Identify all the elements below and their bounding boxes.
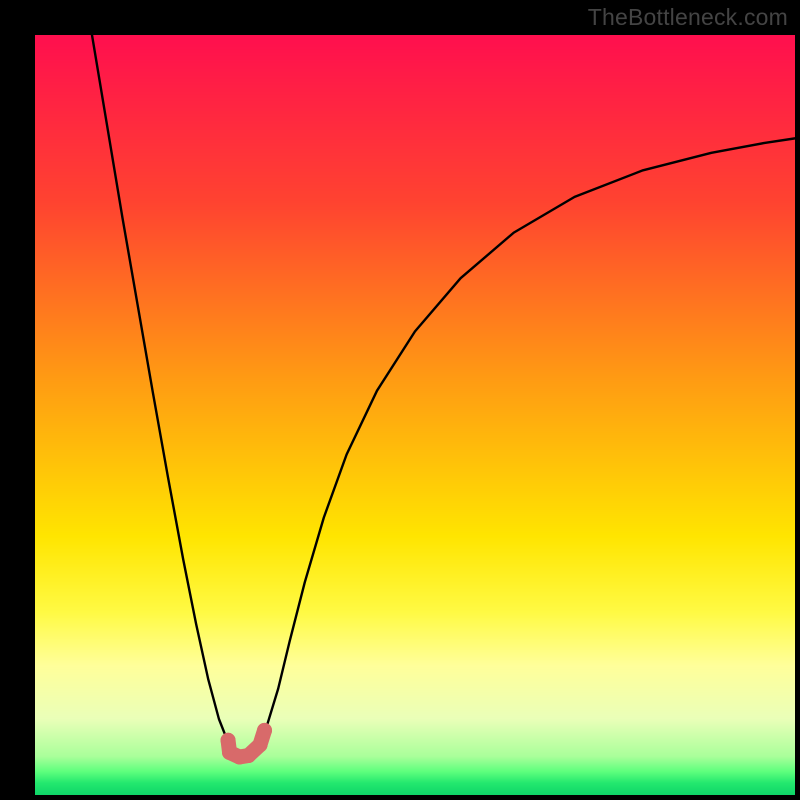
highlight-markers <box>221 723 272 765</box>
plot-area <box>35 35 795 795</box>
curve-path <box>92 35 795 755</box>
bottleneck-curve <box>35 35 795 795</box>
plot-frame <box>0 0 800 800</box>
watermark-text: TheBottleneck.com <box>588 4 788 31</box>
